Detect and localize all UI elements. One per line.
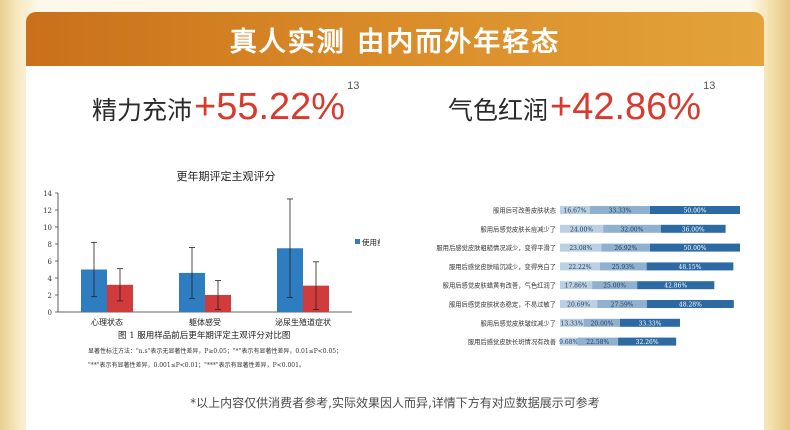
y-tick-label: 12: [43, 207, 52, 215]
bar-segment: [637, 281, 715, 290]
segment-label: 26.92%: [614, 245, 637, 252]
bar-segment: [560, 318, 584, 327]
skin-survey-chart: 服用后可改善皮肤状态 16.67% 33.33% 50.00% 服用后感觉皮肤长痘减少了…: [436, 206, 740, 346]
bar-segment: [601, 243, 650, 252]
row-label: 服用后感觉皮肤皱纹减少了: [480, 318, 556, 327]
bar-segment: [577, 337, 619, 346]
segment-label: 32.26%: [636, 339, 659, 346]
legend-label: 使用前: [362, 237, 380, 247]
segment-label: 23.08%: [569, 245, 592, 252]
bar-segment: [560, 281, 593, 290]
stat-energy-label: 精力充沛: [92, 96, 193, 125]
segment-label: 48.15%: [679, 264, 702, 271]
legend-swatch: [355, 239, 360, 244]
chart-caption: 图 1 服用样品前后更年期评定主观评分对比图: [118, 330, 290, 341]
bar-segment: [597, 300, 647, 308]
menopause-score-chart: 更年期评定主观评分 0 2 4 6 8 10 12 14 心理状态 躯体感受 泌尿生殖道症状 使用前图 …: [43, 169, 380, 369]
stat-complexion-value: +42.86%: [550, 86, 702, 128]
bar-segment: [590, 206, 650, 214]
segment-label: 24.00%: [570, 226, 593, 233]
segment-label: 27.59%: [611, 302, 634, 309]
segment-label: 13.33%: [561, 320, 584, 327]
segment-label: 17.86%: [565, 283, 588, 290]
row-label: 服用后感觉皮肤蜡黄有改善，气色红润了: [443, 281, 556, 290]
segment-label: 50.00%: [684, 208, 707, 215]
bar-segment: [560, 224, 604, 233]
significance-note: "**"表示有显著性差异，0.001≤P<0.01；"***"表示有显著性差异，…: [88, 361, 305, 369]
row-label: 服用后感觉皮肤长痘减少了: [480, 224, 556, 233]
segment-label: 50.00%: [684, 245, 707, 252]
y-tick-label: 14: [43, 190, 52, 198]
bar-segment: [650, 243, 740, 252]
stat-energy-value: +55.22%: [194, 86, 346, 128]
segment-label: 22.58%: [586, 339, 609, 346]
y-tick-label: 2: [48, 292, 52, 300]
row-label: 服用后感觉皮肤暗沉减少，变得亮白了: [449, 262, 556, 271]
bar-segment: [560, 206, 591, 214]
stat-complexion-footnote-ref: 13: [703, 80, 716, 92]
stat-complexion: 气色红润 +42.86% 13: [448, 80, 715, 129]
significance-note: 显著性标注方法："n.s"表示无显著性差异，P≥0.05；"*"表示有显著性差异…: [88, 347, 342, 355]
bar-segment: [560, 337, 578, 346]
bar-segment: [660, 224, 726, 233]
segment-label: 16.67%: [564, 208, 587, 215]
segment-label: 20.69%: [567, 302, 590, 309]
disclaimer-footnote: *以上内容仅供消费者参考,实际效果因人而异,详情下方有对应数据展示可参考: [190, 396, 600, 410]
header-banner: 真人实测 由内而外年轻态: [26, 12, 764, 66]
bar-segment: [646, 262, 734, 271]
banner-title: 真人实测 由内而外年轻态: [229, 26, 561, 58]
bar-segment: [583, 318, 620, 327]
bar-segment: [560, 300, 598, 308]
y-tick-label: 0: [48, 309, 52, 317]
y-tick-label: 4: [48, 275, 53, 283]
segment-label: 25.93%: [612, 264, 635, 271]
bar-segment: [619, 318, 680, 327]
bar-segment: [592, 281, 638, 290]
x-tick-label: 泌尿生殖道症状: [275, 317, 331, 327]
segment-label: 20.00%: [591, 320, 614, 327]
row-label: 服用后可改善皮肤状态: [493, 206, 557, 215]
bar-segment: [603, 224, 661, 233]
y-tick-label: 10: [43, 224, 52, 232]
stat-complexion-label: 气色红润: [448, 96, 549, 125]
bar-segment: [560, 262, 600, 271]
bar-segment: [646, 300, 734, 308]
bar-segment: [618, 337, 677, 346]
chart-title: 更年期评定主观评分: [177, 169, 276, 183]
x-tick-label: 心理状态: [91, 317, 123, 327]
segment-label: 33.33%: [609, 208, 632, 215]
bar-segment: [650, 206, 740, 214]
row-label: 服用后感觉皮肤粗糙情况减少，变得平滑了: [436, 243, 556, 252]
y-tick-label: 8: [48, 241, 52, 249]
segment-label: 33.33%: [639, 320, 662, 327]
segment-label: 48.28%: [679, 302, 702, 309]
stat-energy: 精力充沛 +55.22% 13: [92, 80, 359, 129]
row-label: 服用后感觉皮肤状态稳定，不易过敏了: [449, 300, 556, 309]
stat-energy-footnote-ref: 13: [347, 80, 360, 92]
segment-label: 9.68%: [559, 339, 578, 346]
segment-label: 42.86%: [664, 283, 687, 290]
segment-label: 25.00%: [603, 283, 626, 290]
row-label: 服用后感觉皮肤长斑情况有改善: [468, 337, 556, 346]
segment-label: 32.00%: [621, 226, 644, 233]
bar-segment: [560, 243, 602, 252]
y-tick-label: 6: [48, 258, 53, 266]
segment-label: 22.22%: [569, 264, 592, 271]
x-tick-label: 躯体感受: [189, 317, 221, 327]
content-card: [26, 36, 764, 430]
segment-label: 36.00%: [682, 226, 705, 233]
bar-segment: [599, 262, 647, 271]
